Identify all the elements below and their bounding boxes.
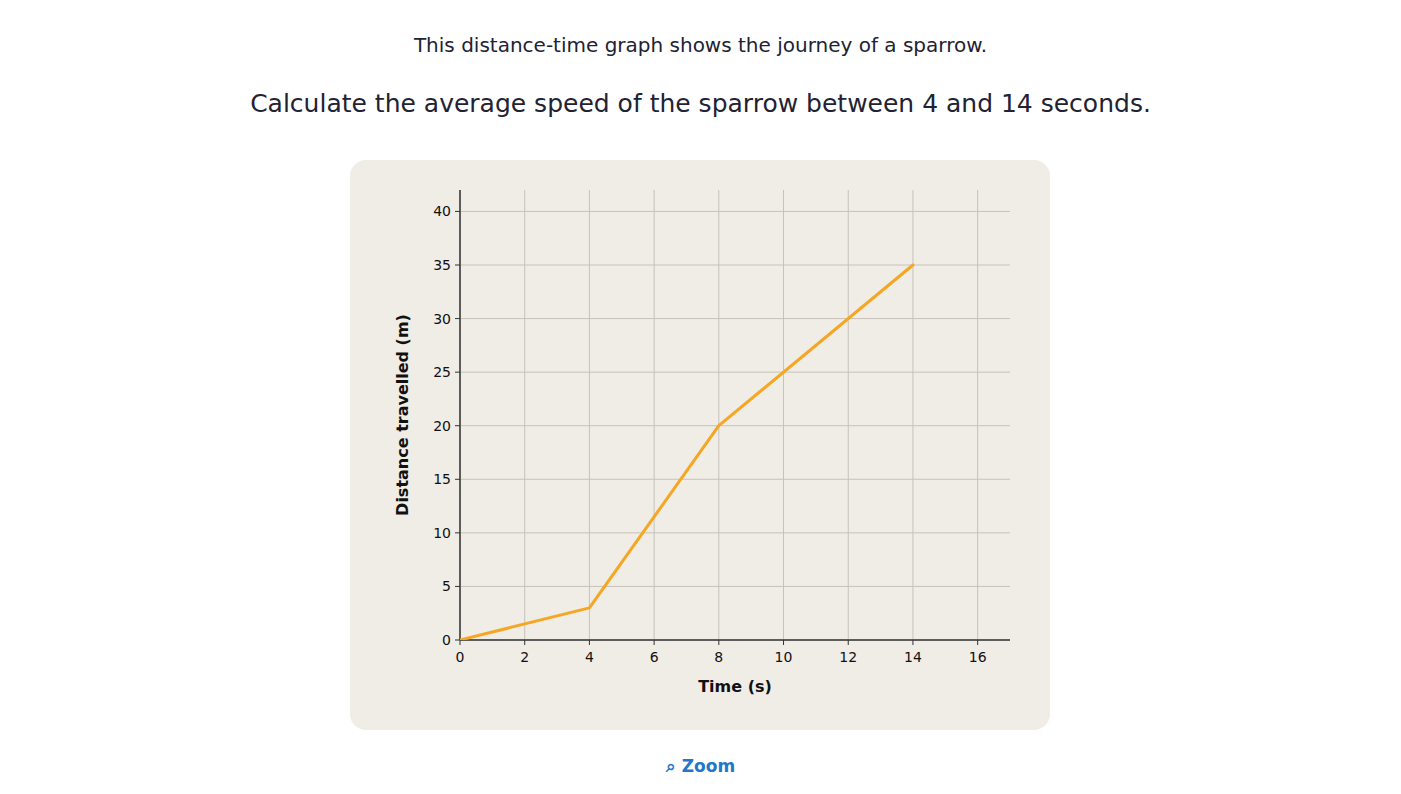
subtitle: Calculate the average speed of the sparr…	[250, 89, 1151, 118]
y-tick	[455, 532, 460, 533]
y-tick-label: 30	[433, 311, 451, 327]
grid-line-y	[460, 372, 1010, 373]
grid-line-x	[524, 190, 525, 640]
y-tick	[455, 640, 460, 641]
y-tick-label: 15	[433, 471, 451, 487]
title: This distance-time graph shows the journ…	[413, 33, 987, 57]
chart-card	[350, 160, 1050, 730]
grid-line-y	[460, 265, 1010, 266]
grid-line-y	[460, 211, 1010, 212]
x-tick-label: 2	[520, 649, 529, 665]
grid-line-x	[589, 190, 590, 640]
grid-line-x	[848, 190, 849, 640]
x-tick-label: 12	[839, 649, 857, 665]
grid-line-x	[654, 190, 655, 640]
grid-line-y	[460, 640, 1010, 641]
y-tick-label: 10	[433, 525, 451, 541]
x-tick-label: 0	[456, 649, 465, 665]
y-tick	[455, 586, 460, 587]
x-tick-label: 10	[775, 649, 793, 665]
grid-line-y	[460, 425, 1010, 426]
grid-line-x	[718, 190, 719, 640]
x-tick-label: 6	[650, 649, 659, 665]
chart: This distance-time graph shows the journ…	[0, 0, 1401, 794]
y-tick-label: 20	[433, 418, 451, 434]
grid-line-x	[460, 190, 461, 640]
x-tick	[589, 640, 590, 645]
x-tick	[848, 640, 849, 645]
x-tick	[654, 640, 655, 645]
annotation: ⌕ Zoom	[665, 756, 735, 776]
x-tick-label: 14	[904, 649, 922, 665]
x-tick	[718, 640, 719, 645]
x-axis-line	[460, 639, 1010, 641]
y-axis-label: Distance travelled (m)	[393, 314, 412, 516]
y-tick	[455, 211, 460, 212]
x-tick-label: 8	[714, 649, 723, 665]
x-tick	[524, 640, 525, 645]
grid-line-y	[460, 532, 1010, 533]
y-tick	[455, 479, 460, 480]
y-tick	[455, 318, 460, 319]
grid-line-y	[460, 586, 1010, 587]
ticks: 0 2 4 6 8 10 12 14 16 0 5 10 15 20 25 30 35 40	[433, 203, 986, 665]
x-tick	[783, 640, 784, 645]
grid-line-y	[460, 479, 1010, 480]
grid-line-x	[783, 190, 784, 640]
y-tick-label: 35	[433, 257, 451, 273]
y-tick-label: 5	[442, 578, 451, 594]
x-axis-label: Time (s)	[698, 677, 772, 696]
grid-line-x	[912, 190, 913, 640]
x-tick-label: 4	[585, 649, 594, 665]
grid-line-y	[460, 318, 1010, 319]
y-tick-label: 25	[433, 364, 451, 380]
y-tick-label: 0	[442, 632, 451, 648]
grid-line-x	[977, 190, 978, 640]
y-tick	[455, 372, 460, 373]
y-tick-label: 40	[433, 203, 451, 219]
data-layer	[460, 265, 913, 640]
x-tick	[977, 640, 978, 645]
x-tick	[912, 640, 913, 645]
grid	[460, 190, 1010, 640]
x-tick-label: 16	[969, 649, 987, 665]
data-line	[460, 265, 913, 640]
y-axis-line	[459, 190, 461, 640]
y-tick	[455, 265, 460, 266]
x-tick	[460, 640, 461, 645]
y-tick	[455, 425, 460, 426]
